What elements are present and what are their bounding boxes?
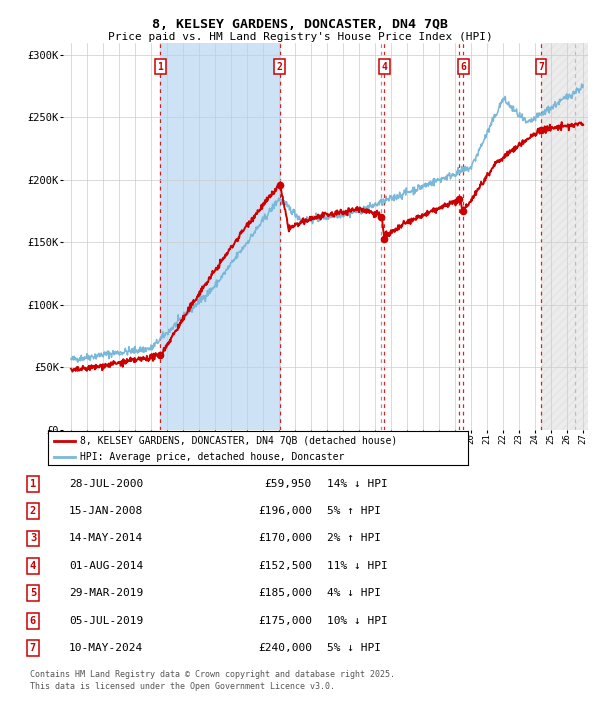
Text: 6: 6 [460,62,466,72]
Text: HPI: Average price, detached house, Doncaster: HPI: Average price, detached house, Donc… [79,452,344,462]
Text: 01-AUG-2014: 01-AUG-2014 [69,561,143,571]
Text: Price paid vs. HM Land Registry's House Price Index (HPI): Price paid vs. HM Land Registry's House … [107,32,493,42]
Text: 8, KELSEY GARDENS, DONCASTER, DN4 7QB (detached house): 8, KELSEY GARDENS, DONCASTER, DN4 7QB (d… [79,435,397,445]
Text: 8, KELSEY GARDENS, DONCASTER, DN4 7QB: 8, KELSEY GARDENS, DONCASTER, DN4 7QB [152,18,448,31]
Text: £170,000: £170,000 [258,533,312,543]
Text: 4: 4 [30,561,36,571]
Text: 15-JAN-2008: 15-JAN-2008 [69,506,143,516]
Bar [541,43,591,430]
Text: 1: 1 [30,479,36,488]
Text: 10% ↓ HPI: 10% ↓ HPI [327,616,388,626]
Text: This data is licensed under the Open Government Licence v3.0.: This data is licensed under the Open Gov… [30,682,335,691]
Text: 1: 1 [157,62,163,72]
Text: Contains HM Land Registry data © Crown copyright and database right 2025.: Contains HM Land Registry data © Crown c… [30,670,395,679]
Text: 2% ↑ HPI: 2% ↑ HPI [327,533,381,543]
Text: 05-JUL-2019: 05-JUL-2019 [69,616,143,626]
Text: 5: 5 [30,589,36,599]
Text: 7: 7 [30,643,36,653]
Text: 2: 2 [277,62,283,72]
Text: 4: 4 [382,62,388,72]
Text: 5% ↓ HPI: 5% ↓ HPI [327,643,381,653]
Text: 2: 2 [30,506,36,516]
Text: 14% ↓ HPI: 14% ↓ HPI [327,479,388,488]
Text: 3: 3 [30,533,36,543]
Bar [160,43,280,430]
Text: 28-JUL-2000: 28-JUL-2000 [69,479,143,488]
Text: £240,000: £240,000 [258,643,312,653]
Text: 5% ↑ HPI: 5% ↑ HPI [327,506,381,516]
Text: 11% ↓ HPI: 11% ↓ HPI [327,561,388,571]
Text: 14-MAY-2014: 14-MAY-2014 [69,533,143,543]
Text: 7: 7 [538,62,544,72]
Text: 10-MAY-2024: 10-MAY-2024 [69,643,143,653]
Text: 4% ↓ HPI: 4% ↓ HPI [327,589,381,599]
Text: 29-MAR-2019: 29-MAR-2019 [69,589,143,599]
Text: £152,500: £152,500 [258,561,312,571]
Text: £185,000: £185,000 [258,589,312,599]
Text: £196,000: £196,000 [258,506,312,516]
Text: 6: 6 [30,616,36,626]
Text: £175,000: £175,000 [258,616,312,626]
Text: £59,950: £59,950 [265,479,312,488]
